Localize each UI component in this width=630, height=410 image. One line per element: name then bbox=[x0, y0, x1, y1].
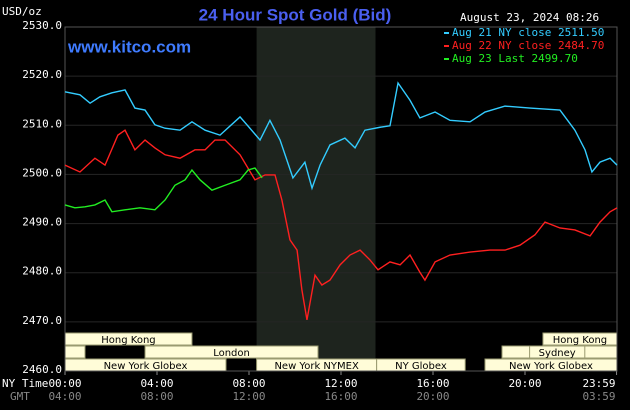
legend-swatch bbox=[444, 58, 449, 60]
y-tick-label: 2460.0 bbox=[22, 363, 62, 376]
x2-tick-label: 20:00 bbox=[416, 390, 449, 403]
x-row-label: NY Time bbox=[2, 377, 48, 390]
y-tick-label: 2500.0 bbox=[22, 166, 62, 179]
x-tick-label: 12:00 bbox=[324, 377, 357, 390]
session-label: London bbox=[213, 348, 250, 359]
y-tick-label: 2470.0 bbox=[22, 314, 62, 327]
x2-tick-label: 08:00 bbox=[140, 390, 173, 403]
y-tick-label: 2530.0 bbox=[22, 19, 62, 32]
plot-frame bbox=[64, 26, 618, 372]
session-box bbox=[64, 345, 86, 359]
legend-label: Aug 22 NY close 2484.70 bbox=[452, 39, 604, 52]
session-label: New York Globex bbox=[509, 361, 593, 372]
legend-swatch bbox=[444, 32, 449, 34]
session-label: Hong Kong bbox=[553, 335, 607, 346]
x-tick-label: 20:00 bbox=[508, 377, 541, 390]
x2-tick-label: 04:00 bbox=[48, 390, 81, 403]
session-box bbox=[529, 345, 586, 359]
session-shade bbox=[256, 27, 376, 371]
x-tick-label: 16:00 bbox=[416, 377, 449, 390]
x-tick-label: 08:00 bbox=[232, 377, 265, 390]
x-tick-label: 23:59 bbox=[582, 377, 615, 390]
x2-row-label: GMT bbox=[10, 390, 30, 403]
x-tick-label: 04:00 bbox=[140, 377, 173, 390]
x2-tick-label: 16:00 bbox=[324, 390, 357, 403]
x-tick-label: 00:00 bbox=[48, 377, 81, 390]
legend-label: Aug 23 Last 2499.70 bbox=[452, 52, 578, 65]
timestamp: August 23, 2024 08:26 bbox=[460, 11, 599, 24]
x2-tick-label: 03:59 bbox=[582, 390, 615, 403]
source: www.kitco.com bbox=[67, 37, 191, 56]
session-label: NY Globex bbox=[395, 361, 447, 372]
y-tick-label: 2480.0 bbox=[22, 265, 62, 278]
chart-title: 24 Hour Spot Gold (Bid) bbox=[199, 5, 392, 24]
legend-swatch bbox=[444, 45, 449, 47]
y-tick-label: 2510.0 bbox=[22, 117, 62, 130]
series-line bbox=[64, 81, 618, 191]
session-label: New York Globex bbox=[104, 361, 188, 372]
y-tick-label: 2490.0 bbox=[22, 216, 62, 229]
session-label: New York NYMEX bbox=[274, 361, 359, 372]
y-tick-label: 2520.0 bbox=[22, 68, 62, 81]
series-line bbox=[64, 167, 263, 213]
session-box bbox=[144, 345, 319, 359]
session-label: Sydney bbox=[539, 348, 576, 359]
unit-label: USD/oz bbox=[2, 5, 42, 18]
legend-label: Aug 21 NY close 2511.50 bbox=[452, 26, 604, 39]
session-label: Hong Kong bbox=[101, 335, 155, 346]
x2-tick-label: 12:00 bbox=[232, 390, 265, 403]
series-line bbox=[64, 129, 618, 321]
